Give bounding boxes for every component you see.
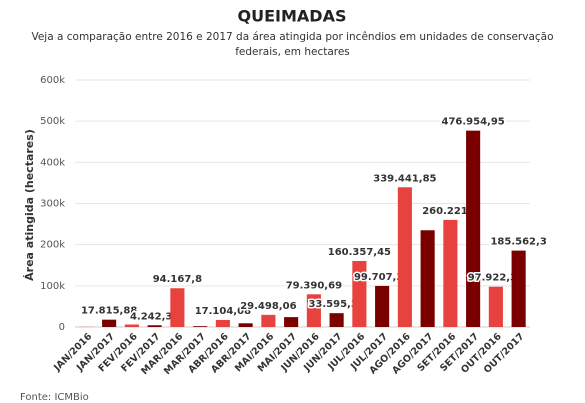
bar — [215, 319, 230, 327]
source: Fonte: ICMBio — [20, 392, 89, 403]
bar — [124, 324, 139, 327]
bar — [193, 326, 208, 327]
bar — [284, 317, 299, 327]
bar — [329, 313, 344, 327]
data-label: 339.441,85 — [373, 173, 436, 184]
bar — [102, 319, 117, 327]
data-label: 476.954,95 — [441, 117, 504, 128]
y-axis-label: Área atingida (hectares) — [23, 129, 36, 281]
bar — [306, 294, 321, 327]
bar — [511, 250, 526, 327]
data-label: 79.390,69 — [286, 280, 342, 291]
bar — [261, 314, 276, 327]
y-tick-label: 300k — [40, 199, 65, 210]
chart-subtitle: Veja a comparação entre 2016 e 2017 da á… — [31, 31, 554, 58]
y-tick-label: 200k — [40, 240, 65, 251]
data-label: 260.221,1 — [422, 206, 478, 217]
y-tick-label: 400k — [40, 157, 65, 168]
bar — [375, 285, 390, 327]
bar — [397, 187, 412, 327]
bar — [420, 230, 435, 327]
chart-title: QUEIMADAS — [238, 7, 347, 26]
bar — [238, 323, 253, 327]
bar — [352, 260, 367, 327]
data-label: 29.498,06 — [240, 301, 296, 312]
data-label: 4.242,35 — [130, 311, 179, 322]
bar — [443, 219, 458, 327]
data-label: 17.104,08 — [195, 306, 251, 317]
y-tick-label: 600k — [40, 75, 65, 86]
data-label: 17.815,88 — [81, 306, 137, 317]
subtitle-box: Veja a comparação entre 2016 e 2017 da á… — [31, 31, 554, 58]
bar — [170, 288, 185, 327]
data-label: 33.595,32 — [308, 299, 364, 310]
data-label: 97.922,39 — [468, 273, 524, 284]
data-label: 94.167,8 — [153, 274, 202, 285]
y-tick-label: 0 — [59, 322, 65, 333]
y-tick-label: 100k — [40, 281, 65, 292]
bar — [466, 130, 481, 327]
y-tick-label: 500k — [40, 116, 65, 127]
data-label: 185.562,3 — [490, 237, 546, 248]
data-label: 99.707,37 — [354, 272, 410, 283]
data-label: 160.357,45 — [328, 247, 391, 258]
bar — [147, 325, 162, 327]
bar — [488, 286, 503, 327]
